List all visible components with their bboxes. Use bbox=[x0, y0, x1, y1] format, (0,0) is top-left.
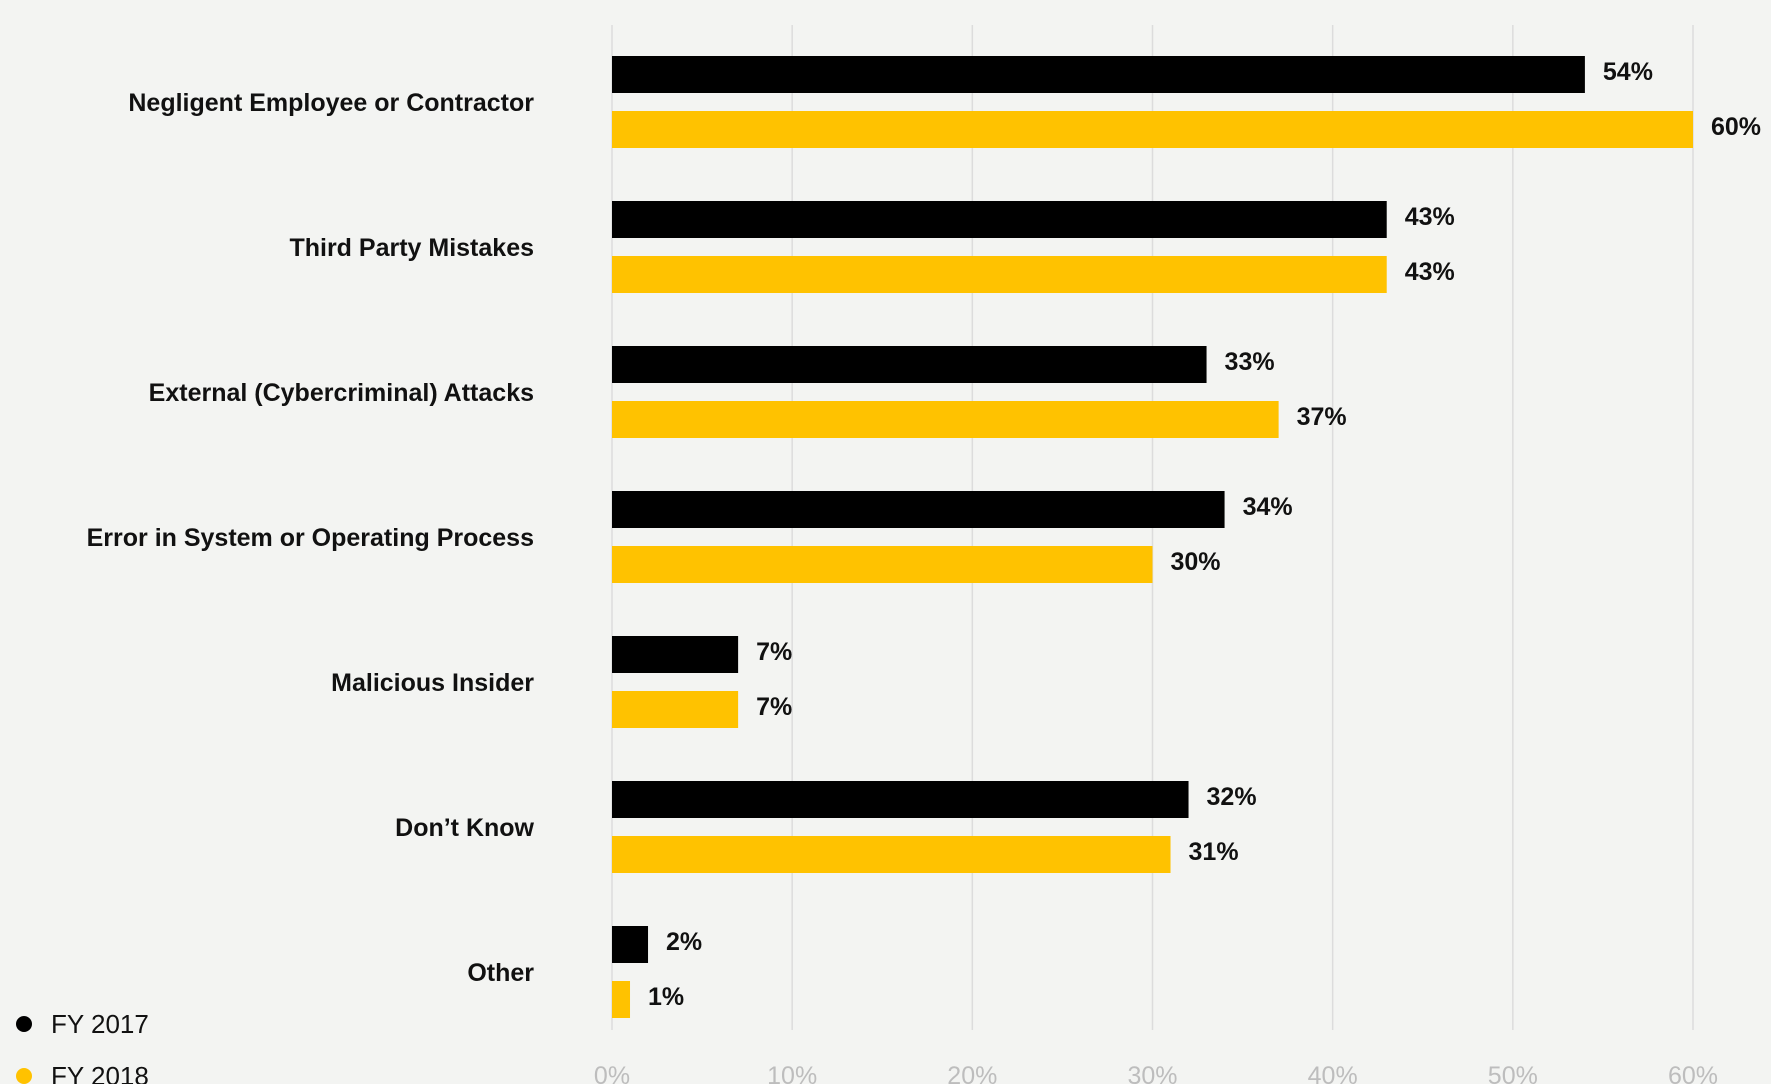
x-tick-label: 10% bbox=[767, 1062, 817, 1084]
data-label: 1% bbox=[648, 983, 684, 1011]
x-axis-ticks: 0% 10% 20% 30% 40% 50% 60% bbox=[594, 1062, 1718, 1084]
data-label: 43% bbox=[1405, 258, 1455, 286]
bar-fy-2018 bbox=[612, 256, 1387, 293]
bar-fy-2018 bbox=[612, 111, 1693, 148]
category-label: Error in System or Operating Process bbox=[87, 524, 534, 552]
bar-fy-2017 bbox=[612, 56, 1585, 93]
label-layer: Negligent Employee or Contractor 54% 60% Th… bbox=[87, 58, 1761, 1011]
bar-fy-2018 bbox=[612, 691, 739, 728]
data-label: 7% bbox=[756, 638, 792, 666]
category-label: Malicious Insider bbox=[331, 669, 534, 697]
data-label: 43% bbox=[1405, 203, 1455, 231]
category-label: External (Cybercriminal) Attacks bbox=[149, 379, 534, 407]
data-label: 32% bbox=[1207, 783, 1257, 811]
data-label: 60% bbox=[1711, 113, 1761, 141]
data-label: 34% bbox=[1243, 493, 1293, 521]
x-tick-label: 60% bbox=[1668, 1062, 1718, 1084]
data-label: 33% bbox=[1225, 348, 1275, 376]
legend-label: FY 2018 bbox=[51, 1061, 149, 1084]
bar-fy-2018 bbox=[612, 981, 631, 1018]
category-label: Other bbox=[467, 959, 534, 987]
bar-fy-2017 bbox=[612, 781, 1189, 818]
x-tick-label: 0% bbox=[594, 1062, 630, 1084]
bar-layer bbox=[612, 56, 1693, 1018]
bar-fy-2017 bbox=[612, 926, 649, 963]
x-tick-label: 30% bbox=[1127, 1062, 1177, 1084]
bar-fy-2018 bbox=[612, 546, 1153, 583]
data-label: 31% bbox=[1189, 838, 1239, 866]
bar-fy-2017 bbox=[612, 201, 1387, 238]
bar-fy-2017 bbox=[612, 636, 739, 673]
legend: FY 2017 FY 2018 bbox=[16, 1009, 149, 1084]
bar-fy-2018 bbox=[612, 401, 1279, 438]
category-label: Third Party Mistakes bbox=[289, 234, 534, 262]
data-label: 30% bbox=[1171, 548, 1221, 576]
legend-marker bbox=[16, 1068, 32, 1084]
data-label: 2% bbox=[666, 928, 702, 956]
data-label: 7% bbox=[756, 693, 792, 721]
category-label: Negligent Employee or Contractor bbox=[128, 89, 534, 117]
data-label: 37% bbox=[1297, 403, 1347, 431]
data-label: 54% bbox=[1603, 58, 1653, 86]
bar-fy-2017 bbox=[612, 491, 1225, 528]
x-tick-label: 50% bbox=[1488, 1062, 1538, 1084]
legend-marker bbox=[16, 1016, 32, 1032]
x-tick-label: 20% bbox=[947, 1062, 997, 1084]
legend-label: FY 2017 bbox=[51, 1009, 149, 1039]
x-tick-label: 40% bbox=[1308, 1062, 1358, 1084]
category-label: Don’t Know bbox=[395, 814, 534, 842]
bar-fy-2017 bbox=[612, 346, 1207, 383]
bar-fy-2018 bbox=[612, 836, 1171, 873]
